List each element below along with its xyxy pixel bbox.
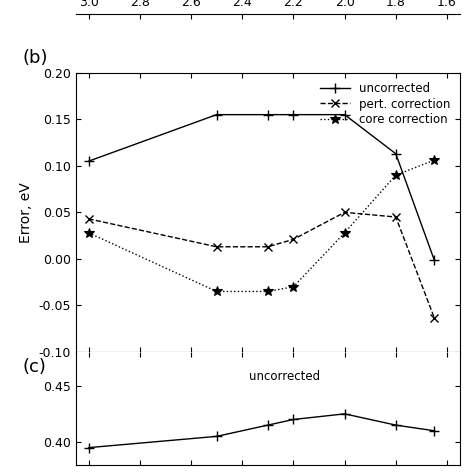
pert. correction (393, 214, 399, 220)
core correction (342, 230, 347, 236)
Line: pert. correction: pert. correction (84, 208, 438, 322)
Line: uncorrected: uncorrected (84, 110, 439, 264)
Text: uncorrected: uncorrected (248, 370, 320, 383)
core correction (431, 157, 437, 163)
pert. correction (342, 210, 347, 215)
pert. correction (214, 244, 219, 250)
core correction (393, 172, 399, 178)
pert. correction (265, 244, 271, 250)
pert. correction (86, 216, 91, 222)
pert. correction (291, 237, 296, 242)
uncorrected (291, 112, 296, 118)
Text: (c): (c) (22, 357, 46, 375)
uncorrected (431, 257, 437, 263)
uncorrected (214, 112, 219, 118)
pert. correction (431, 315, 437, 320)
core correction (86, 230, 91, 236)
Line: core correction: core correction (84, 155, 439, 296)
core correction (214, 289, 219, 294)
Text: (b): (b) (22, 49, 47, 67)
uncorrected (393, 151, 399, 156)
Legend: uncorrected, pert. correction, core correction: uncorrected, pert. correction, core corr… (317, 79, 454, 129)
Y-axis label: Error, eV: Error, eV (19, 182, 33, 243)
core correction (291, 284, 296, 290)
uncorrected (265, 112, 271, 118)
core correction (265, 289, 271, 294)
uncorrected (342, 112, 347, 118)
X-axis label: Sphere radius, Å: Sphere radius, Å (210, 375, 325, 392)
uncorrected (86, 158, 91, 164)
